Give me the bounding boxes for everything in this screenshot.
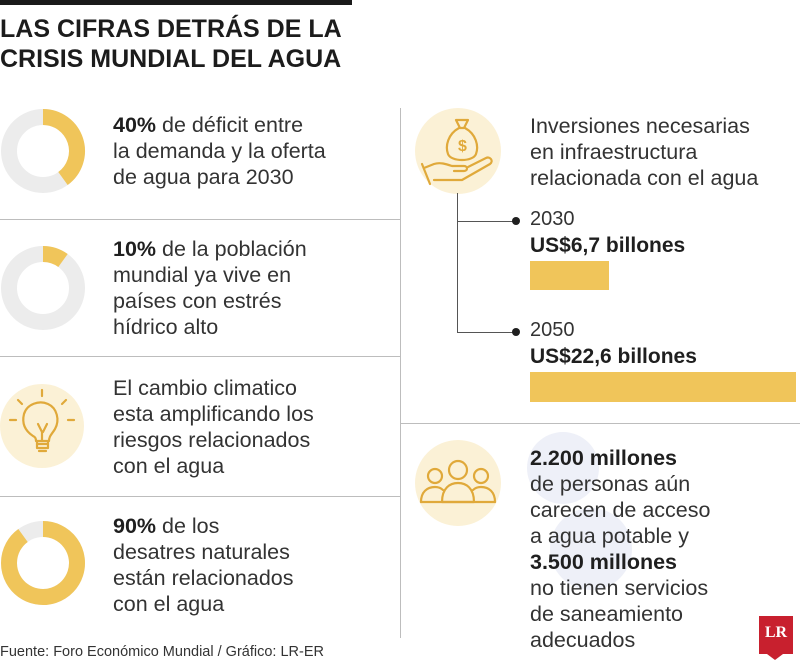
timeline-dot — [512, 217, 520, 225]
timeline-branch — [457, 221, 513, 222]
donut-segment-deficit — [42, 109, 85, 185]
people-line: carecen de acceso — [530, 498, 711, 522]
column-divider — [400, 108, 401, 638]
people-value-1: 2.200 millones — [530, 446, 677, 470]
bar-label-2050: US$22,6 billones — [530, 345, 697, 368]
divider — [0, 219, 400, 220]
title-line-2: CRISIS MUNDIAL DEL AGUA — [0, 45, 342, 73]
people-group-icon — [419, 459, 497, 504]
stat-line: la demanda y la oferta — [113, 139, 326, 163]
stat-label: de la población — [156, 237, 307, 261]
lightbulb-icon — [8, 388, 76, 453]
stat-value: 90% — [113, 514, 157, 538]
people-line: adecuados — [530, 628, 636, 652]
climate-line: esta amplificando los — [113, 402, 314, 426]
svg-text:$: $ — [458, 138, 467, 155]
divider — [0, 356, 400, 357]
stat-line: desatres naturales — [113, 540, 290, 564]
climate-line: riesgos relacionados — [113, 428, 311, 452]
timeline-dot — [512, 328, 520, 336]
stat-value: 40% — [113, 113, 157, 137]
stat-line: de agua para 2030 — [113, 165, 294, 189]
donut-chart-disasters — [1, 521, 85, 605]
highlight-circle — [550, 508, 632, 590]
lightbulb-icon-bg — [0, 384, 84, 468]
highlight-circle — [527, 432, 599, 504]
people-value-2: 3.500 millones — [530, 550, 677, 574]
stat-line: están relacionados — [113, 566, 294, 590]
timeline-branch — [457, 332, 513, 333]
top-rule — [0, 0, 352, 5]
stat-disasters-text: 90% de los desatres naturales están rela… — [113, 513, 293, 617]
climate-line: con el agua — [113, 454, 225, 478]
stat-label: de déficit entre — [156, 113, 304, 137]
bar-2050 — [530, 372, 796, 402]
lr-logo: LR — [759, 616, 793, 660]
donut-chart-deficit — [1, 109, 85, 193]
donut-chart-population — [1, 246, 85, 330]
divider — [400, 423, 800, 424]
people-line: de personas aún — [530, 472, 691, 496]
bar-category-2030: 2030 — [530, 208, 575, 230]
divider — [0, 496, 400, 497]
stat-line: mundial ya vive en — [113, 263, 292, 287]
stat-population-text: 10% de la población mundial ya vive en p… — [113, 236, 307, 340]
people-line: no tienen servicios — [530, 576, 709, 600]
stat-line: con el agua — [113, 592, 225, 616]
stat-value: 10% — [113, 237, 157, 261]
investment-line: en infraestructura — [530, 140, 698, 164]
bar-label-2030: US$6,7 billones — [530, 234, 686, 257]
investment-line: Inversiones necesarias — [530, 114, 750, 138]
donut-track — [1, 246, 85, 330]
stat-label: de los — [156, 514, 220, 538]
title-line-1: LAS CIFRAS DETRÁS DE LA — [0, 15, 342, 43]
donut-segment-population — [42, 246, 68, 268]
money-bag-hand-icon: $ — [420, 118, 493, 186]
source-caption: Fuente: Foro Económico Mundial / Gráfico… — [0, 644, 324, 660]
page-title: LAS CIFRAS DETRÁS DE LA CRISIS MUNDIAL D… — [0, 14, 380, 74]
investment-line: relacionada con el agua — [530, 166, 759, 190]
climate-line: El cambio climatico — [113, 376, 297, 400]
stat-line: hídrico alto — [113, 315, 219, 339]
stat-deficit-text: 40% de déficit entre la demanda y la ofe… — [113, 112, 326, 190]
bar-2030 — [530, 261, 609, 290]
bar-category-2050: 2050 — [530, 319, 575, 341]
people-line: de saneamiento — [530, 602, 683, 626]
climate-text: El cambio climatico esta amplificando lo… — [113, 375, 314, 479]
people-line: a agua potable y — [530, 524, 689, 548]
stat-line: países con estrés — [113, 289, 282, 313]
people-text: 2.200 millones de personas aún carecen d… — [530, 445, 710, 653]
donut-segment-disasters — [1, 521, 85, 605]
investment-text: Inversiones necesarias en infraestructur… — [530, 113, 758, 191]
timeline-connector — [457, 193, 458, 332]
